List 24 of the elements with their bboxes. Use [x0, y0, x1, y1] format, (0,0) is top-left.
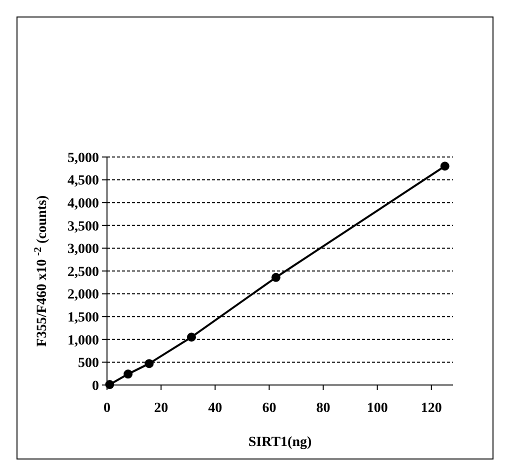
point	[186, 332, 196, 342]
y-tick-label: 4,000	[68, 196, 99, 212]
point	[440, 162, 450, 171]
x-tick-label: 20	[154, 401, 168, 416]
y-tick-label: 2,500	[68, 264, 99, 280]
y-tick-label: 1,500	[68, 310, 99, 326]
y-tick-label: 500	[78, 356, 99, 372]
x-axis-title: SIRT1(ng)	[248, 435, 312, 450]
y-tick-label: 3,000	[68, 242, 99, 258]
y-tick-label: 1,000	[68, 333, 99, 348]
y-tick-label: 0	[92, 378, 99, 394]
x-tick-label: 100	[366, 401, 388, 416]
point	[124, 370, 133, 379]
point	[271, 272, 280, 282]
y-tick-label: 3,500	[68, 219, 99, 234]
x-tick-label: 60	[262, 401, 276, 416]
y-tick-label: 4,500	[68, 174, 99, 189]
y-tick-label: 2,000	[68, 288, 99, 303]
point	[144, 359, 154, 368]
x-tick-label: 40	[208, 401, 222, 416]
x-tick-label: 0	[104, 401, 110, 416]
x-tick-label: 80	[316, 401, 330, 416]
x-tick-label: 120	[420, 401, 442, 416]
y-tick-label: 5,000	[68, 150, 99, 166]
